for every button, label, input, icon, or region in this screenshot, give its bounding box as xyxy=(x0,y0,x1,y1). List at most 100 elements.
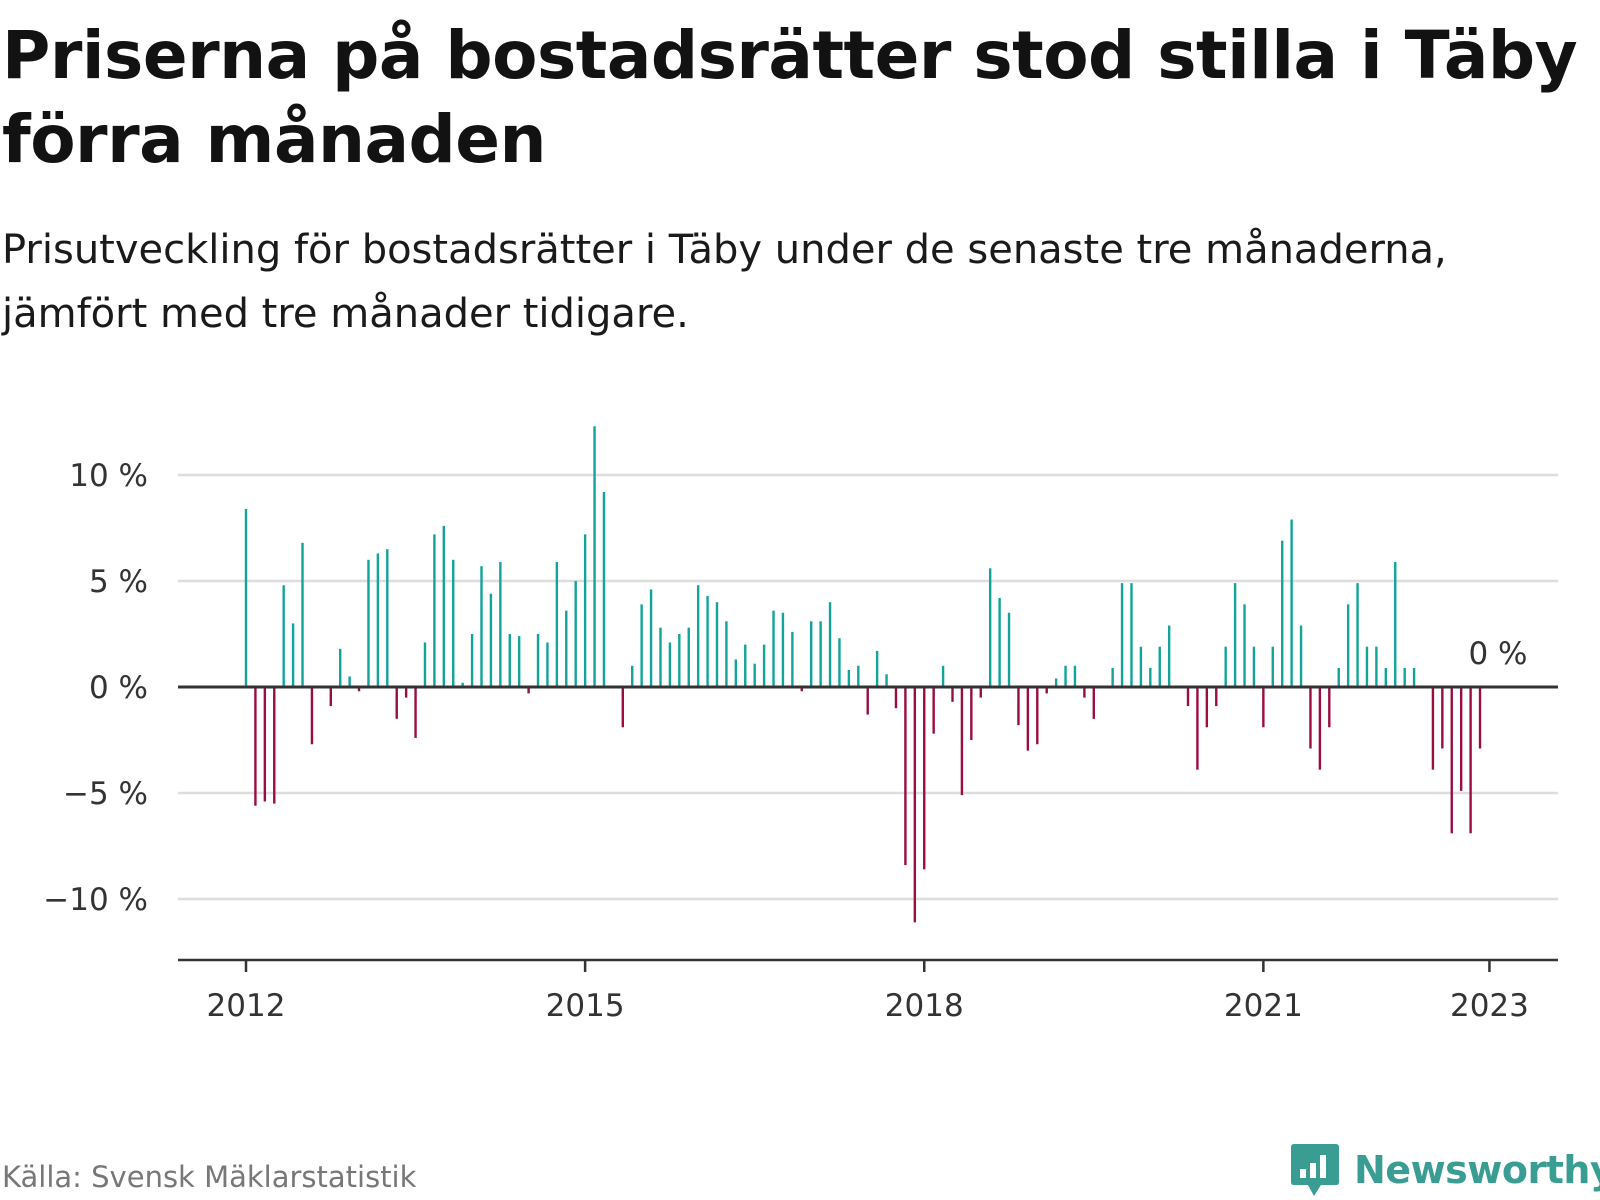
y-tick-label: 0 % xyxy=(89,670,148,706)
bar xyxy=(1215,687,1218,707)
bar xyxy=(414,687,417,738)
bar xyxy=(1205,687,1209,728)
bar xyxy=(800,687,803,692)
bar xyxy=(1441,687,1444,749)
bar xyxy=(1281,540,1284,687)
bar xyxy=(875,650,879,687)
bar xyxy=(1328,687,1331,728)
bar xyxy=(970,687,973,740)
bar xyxy=(1167,625,1171,687)
bar xyxy=(1186,687,1190,707)
bar xyxy=(1120,583,1124,687)
grid-lines xyxy=(178,473,1558,901)
bar xyxy=(1130,583,1133,687)
bar xyxy=(1318,687,1322,770)
bar xyxy=(1299,625,1303,687)
bar xyxy=(960,687,964,796)
bar xyxy=(904,687,907,866)
bar xyxy=(913,687,917,923)
bar xyxy=(762,644,766,687)
bar xyxy=(819,621,822,687)
bar xyxy=(555,561,559,687)
bar xyxy=(659,627,662,687)
bar xyxy=(517,636,521,687)
bar xyxy=(395,687,398,719)
bar xyxy=(1243,604,1246,687)
bar xyxy=(1337,667,1340,687)
bar xyxy=(1384,667,1388,687)
bars xyxy=(244,426,1482,923)
bar xyxy=(1064,665,1067,687)
bar xyxy=(1233,583,1237,687)
bar xyxy=(791,631,794,687)
bar xyxy=(649,589,653,687)
bar xyxy=(546,642,549,687)
bar xyxy=(1365,646,1369,687)
bar xyxy=(838,638,841,687)
bar xyxy=(404,687,408,698)
bar xyxy=(1026,687,1030,751)
bar xyxy=(1054,678,1058,687)
bar xyxy=(1158,646,1161,687)
bar xyxy=(810,621,813,687)
x-tick-label: 2015 xyxy=(546,988,625,1024)
bar xyxy=(282,585,285,687)
bar xyxy=(480,566,483,687)
logo-wordmark: Newsworthy xyxy=(1354,1148,1600,1192)
bar xyxy=(423,642,427,687)
bar xyxy=(1073,665,1077,687)
bar xyxy=(1262,687,1265,728)
bar xyxy=(1017,687,1020,726)
bar-chart-speech-bubble-icon xyxy=(1291,1144,1339,1196)
bar xyxy=(273,687,276,804)
bar xyxy=(1111,667,1114,687)
bar xyxy=(1290,519,1293,687)
bar xyxy=(678,634,681,687)
bar xyxy=(339,648,342,687)
bar xyxy=(348,676,351,687)
bar xyxy=(329,687,332,707)
bar xyxy=(602,491,606,687)
bar xyxy=(310,687,314,745)
bar xyxy=(1450,687,1453,834)
bar xyxy=(1224,646,1227,687)
y-tick-label: −5 % xyxy=(63,776,148,812)
bar xyxy=(1045,687,1048,694)
bar xyxy=(442,525,446,687)
bar xyxy=(753,663,756,687)
bar xyxy=(894,687,898,709)
bar xyxy=(1394,561,1397,687)
y-axis-ticks: 10 % 5 % 0 % −5 % −10 % xyxy=(43,458,148,918)
bar xyxy=(1252,646,1256,687)
y-tick-label: 5 % xyxy=(89,564,148,600)
bar xyxy=(1139,646,1143,687)
bar xyxy=(489,593,493,687)
bar xyxy=(1412,667,1416,687)
bar xyxy=(772,610,775,687)
bar xyxy=(1196,687,1199,770)
bar xyxy=(1346,604,1350,687)
bar xyxy=(1375,646,1378,687)
x-axis-ticks: 2012 2015 2018 2021 2023 xyxy=(207,960,1529,1024)
bar xyxy=(988,568,992,687)
bar xyxy=(499,561,502,687)
bar xyxy=(998,597,1001,687)
bar xyxy=(470,634,474,687)
bar xyxy=(857,665,860,687)
bar xyxy=(1083,687,1086,698)
bar xyxy=(301,542,304,687)
y-tick-label: 10 % xyxy=(69,458,148,494)
bar xyxy=(386,549,389,687)
x-tick-label: 2021 xyxy=(1224,988,1303,1024)
bar xyxy=(263,687,267,802)
bar xyxy=(1459,687,1463,791)
last-value-annotation: 0 % xyxy=(1468,636,1527,672)
bar xyxy=(508,634,511,687)
bar xyxy=(565,610,568,687)
bar xyxy=(376,553,380,687)
page-title: Priserna på bostadsrätter stod stilla i … xyxy=(2,17,1578,178)
bar xyxy=(1007,612,1011,687)
bar xyxy=(781,612,785,687)
bar xyxy=(461,682,464,687)
